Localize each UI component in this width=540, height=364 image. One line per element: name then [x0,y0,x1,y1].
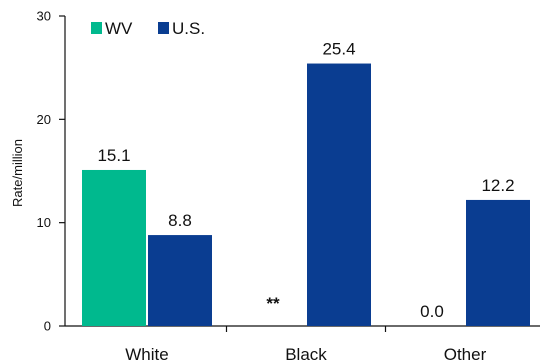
bar-value-label: 25.4 [322,40,355,59]
x-axis: White Black Other [65,325,540,364]
bar [82,169,146,326]
legend-label: U.S. [172,19,205,38]
bar [307,63,371,327]
y-tick-label: 20 [37,112,51,127]
y-tick-label: 30 [37,9,51,24]
legend-swatch [158,22,169,34]
bar [466,199,530,326]
legend-swatch [91,22,102,34]
y-axis-label: Rate/million [10,139,25,207]
x-category-label: Black [285,345,327,364]
bar-value-label: 0.0 [420,302,444,321]
x-category-label: Other [444,345,487,364]
value-labels: 15.1 8.8 ** 25.4 0.0 12.2 [97,40,514,321]
y-tick-label: 10 [37,215,51,230]
x-category-label: White [125,345,168,364]
legend: WV U.S. [91,19,205,38]
bar-value-label: 12.2 [481,176,514,195]
bars [82,63,530,327]
y-axis: 0 10 20 30 [37,9,66,334]
y-tick-label: 0 [44,319,51,334]
bar-value-label: ** [266,294,280,313]
bar-value-label: 8.8 [168,211,192,230]
legend-label: WV [105,19,133,38]
bar [148,235,212,326]
bar-value-label: 15.1 [97,146,130,165]
